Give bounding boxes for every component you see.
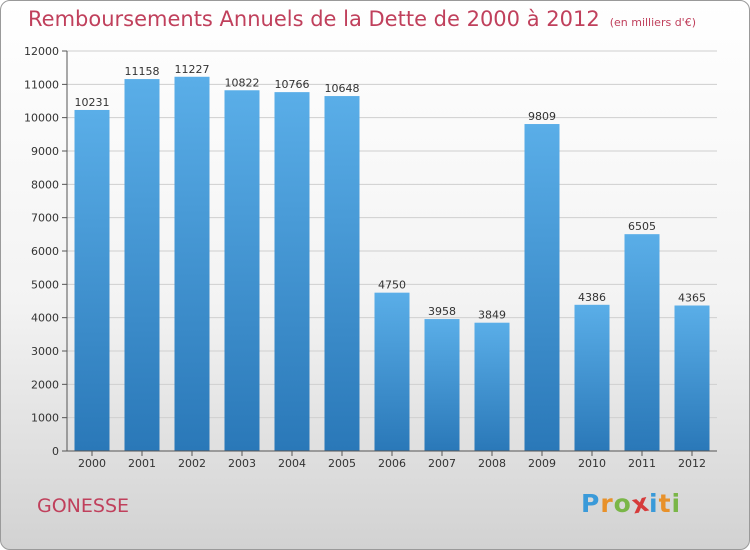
- x-tick-label: 2001: [128, 457, 156, 470]
- bar-value-label: 11158: [125, 65, 160, 78]
- y-tick-label: 5000: [31, 278, 59, 291]
- x-tick-label: 2012: [678, 457, 706, 470]
- logo-letter: o: [613, 489, 632, 518]
- bar-value-label: 10822: [225, 76, 260, 89]
- y-tick-label: 12000: [24, 45, 59, 58]
- bar-value-label: 10231: [75, 96, 110, 109]
- bar-2000: [74, 109, 110, 451]
- logo-letter: t: [658, 489, 672, 518]
- bar-2005: [324, 96, 360, 452]
- y-tick-label: 3000: [31, 345, 59, 358]
- x-tick-label: 2006: [378, 457, 406, 470]
- bar-value-label: 11227: [175, 63, 210, 76]
- bar-value-label: 9809: [528, 110, 556, 123]
- y-tick-label: 8000: [31, 178, 59, 191]
- x-axis: 2000 2001 2002 2003 2004 2005 2006 2007 2008 2009…: [67, 450, 717, 470]
- bar-2008: [474, 322, 510, 451]
- bar-2002: [174, 76, 210, 452]
- logo-letter: i: [649, 489, 659, 518]
- bar-value-label: 4365: [678, 292, 706, 305]
- y-tick-label: 1000: [31, 412, 59, 425]
- bar-value-label: 3958: [428, 305, 456, 318]
- y-axis: 0 1000 2000 3000 4000 5000 6000 7000 8000 9000 100…: [24, 45, 68, 458]
- y-tick-label: 6000: [31, 245, 59, 258]
- logo-letter: P: [581, 489, 601, 518]
- y-tick-label: 2000: [31, 378, 59, 391]
- x-tick-label: 2011: [628, 457, 656, 470]
- x-tick-label: 2010: [578, 457, 606, 470]
- bar-2003: [224, 90, 260, 452]
- logo-letter: i: [671, 489, 682, 518]
- bar-value-label: 6505: [628, 220, 656, 233]
- x-tick-label: 2008: [478, 457, 506, 470]
- bar-2011: [624, 234, 660, 451]
- city-name: GONESSE: [37, 495, 130, 517]
- x-tick-label: 2002: [178, 457, 206, 470]
- bar-2010: [574, 304, 610, 451]
- x-tick-label: 2004: [278, 457, 306, 470]
- y-tick-label: 0: [52, 445, 59, 458]
- bar-2006: [374, 292, 410, 451]
- y-tick-label: 10000: [24, 112, 59, 125]
- bar-value-label: 3849: [478, 309, 506, 322]
- bar-2007: [424, 319, 460, 451]
- bar-value-label: 4386: [578, 291, 606, 304]
- bar-2004: [274, 92, 310, 451]
- bar-2001: [124, 79, 160, 452]
- y-tick-label: 4000: [31, 312, 59, 325]
- y-tick-label: 11000: [24, 78, 59, 91]
- bar-value-label: 10648: [325, 82, 360, 95]
- chart-title-text: Remboursements Annuels de la Dette de 20…: [28, 7, 600, 31]
- x-tick-label: 2007: [428, 457, 456, 470]
- bars: 10231 11158 11227 10822 10766 10648 4750 3958 38…: [74, 63, 710, 452]
- chart-unit: (en milliers d'€): [609, 16, 696, 29]
- bar-value-label: 4750: [378, 279, 406, 292]
- x-tick-label: 2003: [228, 457, 256, 470]
- x-tick-label: 2009: [528, 457, 556, 470]
- bar-2012: [674, 305, 710, 451]
- bar-2009: [524, 124, 560, 452]
- x-tick-label: 2000: [78, 457, 106, 470]
- y-tick-label: 7000: [31, 212, 59, 225]
- x-tick-label: 2005: [328, 457, 356, 470]
- proxiti-logo: Proxiti: [581, 488, 682, 520]
- bar-value-label: 10766: [275, 78, 310, 91]
- y-tick-label: 9000: [31, 145, 59, 158]
- logo-letter: r: [600, 489, 614, 518]
- chart-title: Remboursements Annuels de la Dette de 20…: [28, 7, 696, 31]
